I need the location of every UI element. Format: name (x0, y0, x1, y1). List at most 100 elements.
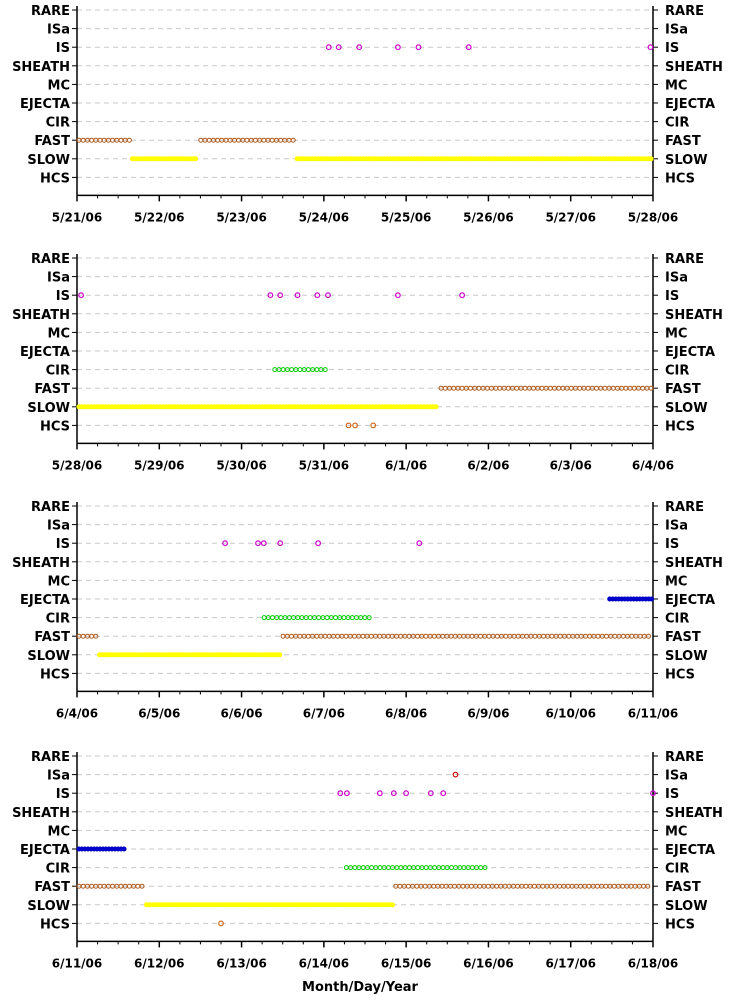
category-label-right: CIR (665, 116, 689, 131)
category-label-right: EJECTA (665, 345, 715, 360)
segment-fast (393, 883, 651, 889)
category-label-right: HCS (665, 171, 695, 186)
category-label-right: RARE (665, 4, 704, 19)
data-point-is (465, 44, 472, 51)
panel-1: RARE RARE ISa ISa IS IS SHEATH SHEATH MC MC EJECTA… (12, 4, 723, 224)
category-label-right: HCS (665, 419, 695, 434)
data-point-cir (322, 367, 328, 373)
category-label-right: FAST (665, 134, 701, 149)
segment-slow (294, 156, 654, 162)
x-tick-label: 6/10/06 (545, 706, 596, 720)
data-point-is (255, 540, 261, 547)
category-label-left: HCS (40, 917, 70, 932)
data-point-cir (369, 865, 375, 871)
category-label-left: FAST (34, 382, 70, 397)
data-point-fast (415, 633, 420, 639)
data-point-fast (486, 633, 492, 639)
data-point-fast (645, 883, 651, 889)
category-label-right: IS (665, 787, 679, 802)
data-point-cir (261, 615, 267, 621)
category-label-left: SHEATH (12, 806, 70, 821)
data-point-is (395, 292, 401, 299)
data-point-fast (135, 883, 141, 889)
x-tick-label: 5/23/06 (216, 210, 267, 224)
data-point-fast (289, 633, 294, 639)
data-point-cir (324, 615, 330, 621)
category-label-left: EJECTA (20, 843, 70, 858)
data-point-fast (360, 633, 366, 639)
category-label-right: FAST (665, 880, 701, 895)
category-label-left: HCS (40, 171, 70, 186)
data-point-is (337, 790, 344, 797)
category-label-right: ISa (665, 23, 688, 38)
category-label-left: ISa (47, 769, 70, 784)
category-label-right: SHEATH (665, 60, 723, 75)
data-point-is (440, 790, 447, 797)
data-point-ejecta (121, 846, 127, 852)
x-tick-label: 5/27/06 (545, 210, 596, 224)
category-label-left: ISa (47, 23, 70, 38)
data-point-is (335, 44, 342, 51)
x-tick-label: 6/12/06 (134, 956, 185, 970)
category-label-left: MC (48, 824, 70, 839)
x-tick-label: 5/31/06 (299, 458, 350, 472)
data-point-fast (126, 883, 132, 889)
data-point-slow (193, 156, 198, 162)
data-point-fast (603, 883, 609, 889)
category-label-left: CIR (46, 862, 70, 877)
data-point-fast (297, 633, 303, 639)
category-label-left: IS (56, 41, 70, 56)
category-label-right: SHEATH (665, 308, 723, 323)
data-point-slow (433, 404, 439, 410)
x-tick-label: 6/7/06 (303, 706, 345, 720)
data-point-isa (452, 771, 459, 778)
data-point-cir (270, 615, 275, 621)
data-point-fast (540, 883, 546, 889)
data-point-fast (604, 633, 609, 639)
data-point-hcs (370, 422, 377, 429)
category-label-left: ISa (47, 271, 70, 286)
data-point-is (294, 292, 301, 299)
category-label-right: IS (665, 289, 679, 304)
category-label-left: FAST (34, 630, 70, 645)
x-tick-label: 5/22/06 (134, 210, 185, 224)
data-point-hcs (218, 920, 224, 927)
category-label-left: EJECTA (20, 345, 70, 360)
category-label-left: RARE (31, 750, 70, 765)
category-label-left: RARE (31, 500, 70, 515)
x-tick-label: 6/3/06 (550, 458, 592, 472)
data-point-cir (482, 865, 488, 871)
category-label-right: RARE (665, 500, 704, 515)
data-point-is (390, 790, 397, 797)
x-tick-label: 5/25/06 (381, 210, 432, 224)
data-point-fast (468, 883, 474, 889)
category-label-right: IS (665, 41, 679, 56)
segment-slow (76, 404, 439, 410)
data-point-fast (459, 385, 465, 391)
data-point-fast (478, 633, 483, 639)
data-point-fast (612, 633, 618, 639)
category-label-left: SLOW (27, 401, 70, 416)
category-label-right: EJECTA (665, 97, 715, 112)
x-tick-label: 6/1/06 (385, 458, 427, 472)
data-point-fast (290, 137, 296, 143)
x-tick-label: 5/28/06 (628, 210, 679, 224)
category-label-right: HCS (665, 667, 695, 682)
data-point-is (403, 790, 410, 797)
x-tick-label: 6/14/06 (299, 956, 350, 970)
segment-slow (130, 156, 198, 162)
x-axis-title: Month/Day/Year (302, 980, 419, 995)
category-label-right: MC (665, 326, 687, 341)
segment-cir (261, 615, 372, 621)
category-label-left: FAST (34, 880, 70, 895)
data-point-fast (93, 633, 99, 639)
data-point-is (416, 540, 423, 547)
panel-3: RARE RARE ISa ISa IS IS SHEATH SHEATH MC MC EJECTA… (12, 500, 723, 720)
data-point-fast (198, 137, 204, 143)
data-point-is (314, 292, 321, 299)
data-point-fast (522, 385, 528, 391)
data-point-cir (366, 615, 372, 621)
segment-ejecta (76, 846, 127, 852)
x-tick-label: 6/17/06 (545, 956, 596, 970)
data-point-cir (333, 615, 338, 621)
